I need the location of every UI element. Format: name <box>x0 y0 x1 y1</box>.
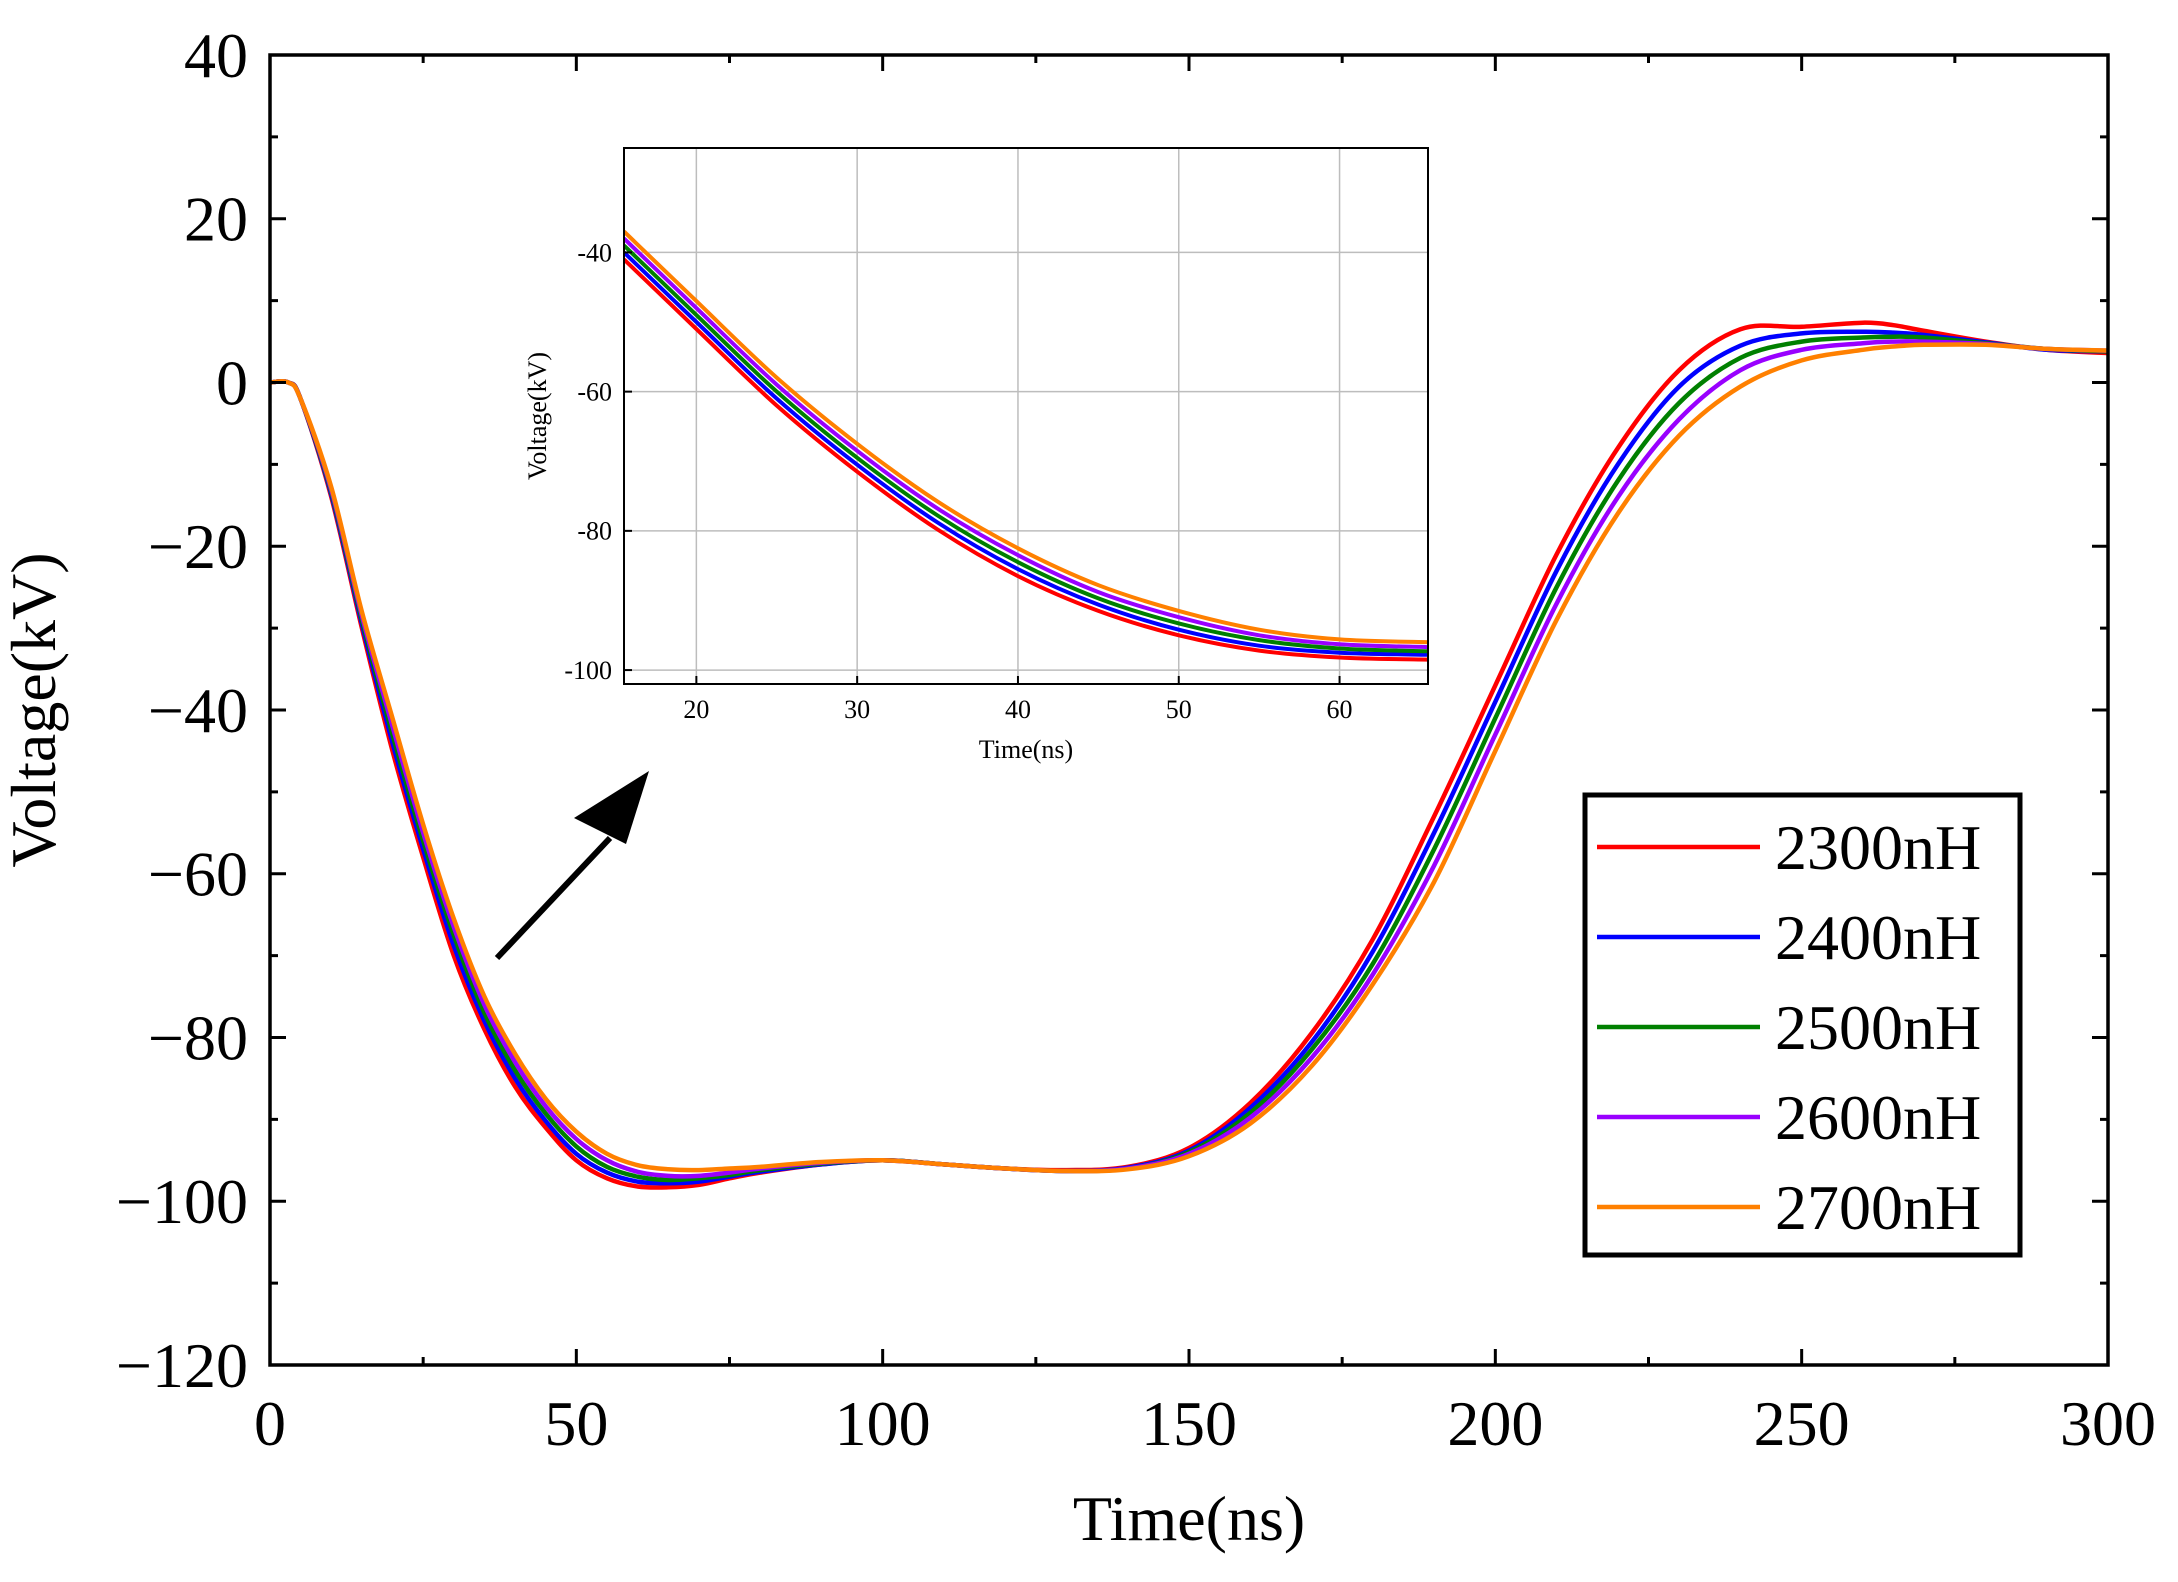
arrow-shaft <box>494 835 613 961</box>
legend-label: 2700nH <box>1775 1172 1981 1243</box>
y-tick-label: −20 <box>148 511 248 582</box>
y-tick-label: -100 <box>564 656 612 685</box>
y-tick-label: 40 <box>184 20 248 91</box>
y-tick-label: −80 <box>148 1002 248 1073</box>
zoom-arrow <box>494 771 649 961</box>
series-line-2700nH <box>624 230 1428 645</box>
main-plot: 0 50 100 150 200 250 30040200−20−40−60−80−100−… <box>0 20 2156 1554</box>
inset-plot: 20 30 40 50 60 -40 -60 -80 -100 Time(ns) Voltage(k… <box>523 147 1429 764</box>
y-tick-label: -40 <box>577 238 612 267</box>
legend-label: 2500nH <box>1775 992 1981 1063</box>
series-group <box>624 230 1428 662</box>
x-tick-label: 200 <box>1447 1388 1543 1459</box>
x-tick-label: 0 <box>254 1388 286 1459</box>
plot-frame <box>623 147 1429 685</box>
x-tick-label: 60 <box>1327 695 1353 724</box>
x-tick-label: 50 <box>1166 695 1192 724</box>
y-tick-label: 20 <box>184 184 248 255</box>
series-line-2700nH <box>270 342 2108 1174</box>
x-tick-label: 50 <box>544 1388 608 1459</box>
legend-label: 2400nH <box>1775 902 1981 973</box>
y-tick-label: -80 <box>577 517 612 546</box>
y-tick-label: 0 <box>216 347 248 418</box>
legend-label: 2300nH <box>1775 812 1981 883</box>
x-axis-title: Time(ns) <box>979 735 1073 764</box>
x-axis-title: Time(ns) <box>1073 1483 1305 1554</box>
x-tick-label: 150 <box>1141 1388 1237 1459</box>
x-tick-label: 300 <box>2060 1388 2156 1459</box>
y-axis-title: Voltage(kV) <box>523 352 552 480</box>
x-tick-label: 30 <box>844 695 870 724</box>
y-tick-label: −60 <box>148 839 248 910</box>
y-tick-label: -60 <box>577 377 612 406</box>
y-axis-title: Voltage(kV) <box>0 552 69 867</box>
y-tick-label: −40 <box>148 675 248 746</box>
x-tick-label: 100 <box>835 1388 931 1459</box>
y-tick-label: −120 <box>116 1330 248 1401</box>
series-line-2400nH <box>624 250 1428 657</box>
series-line-2500nH <box>624 244 1428 654</box>
legend-label: 2600nH <box>1775 1082 1981 1153</box>
legend: 2300nH 2400nH 2500nH 2600nH 2700nH <box>1582 792 2023 1258</box>
arrow-head <box>574 771 649 844</box>
y-tick-label: −100 <box>116 1166 248 1237</box>
x-tick-label: 20 <box>683 695 709 724</box>
series-line-2600nH <box>624 237 1428 650</box>
series-group <box>270 320 2108 1190</box>
x-tick-label: 40 <box>1005 695 1031 724</box>
x-tick-label: 250 <box>1754 1388 1850 1459</box>
series-line-2300nH <box>624 257 1428 662</box>
